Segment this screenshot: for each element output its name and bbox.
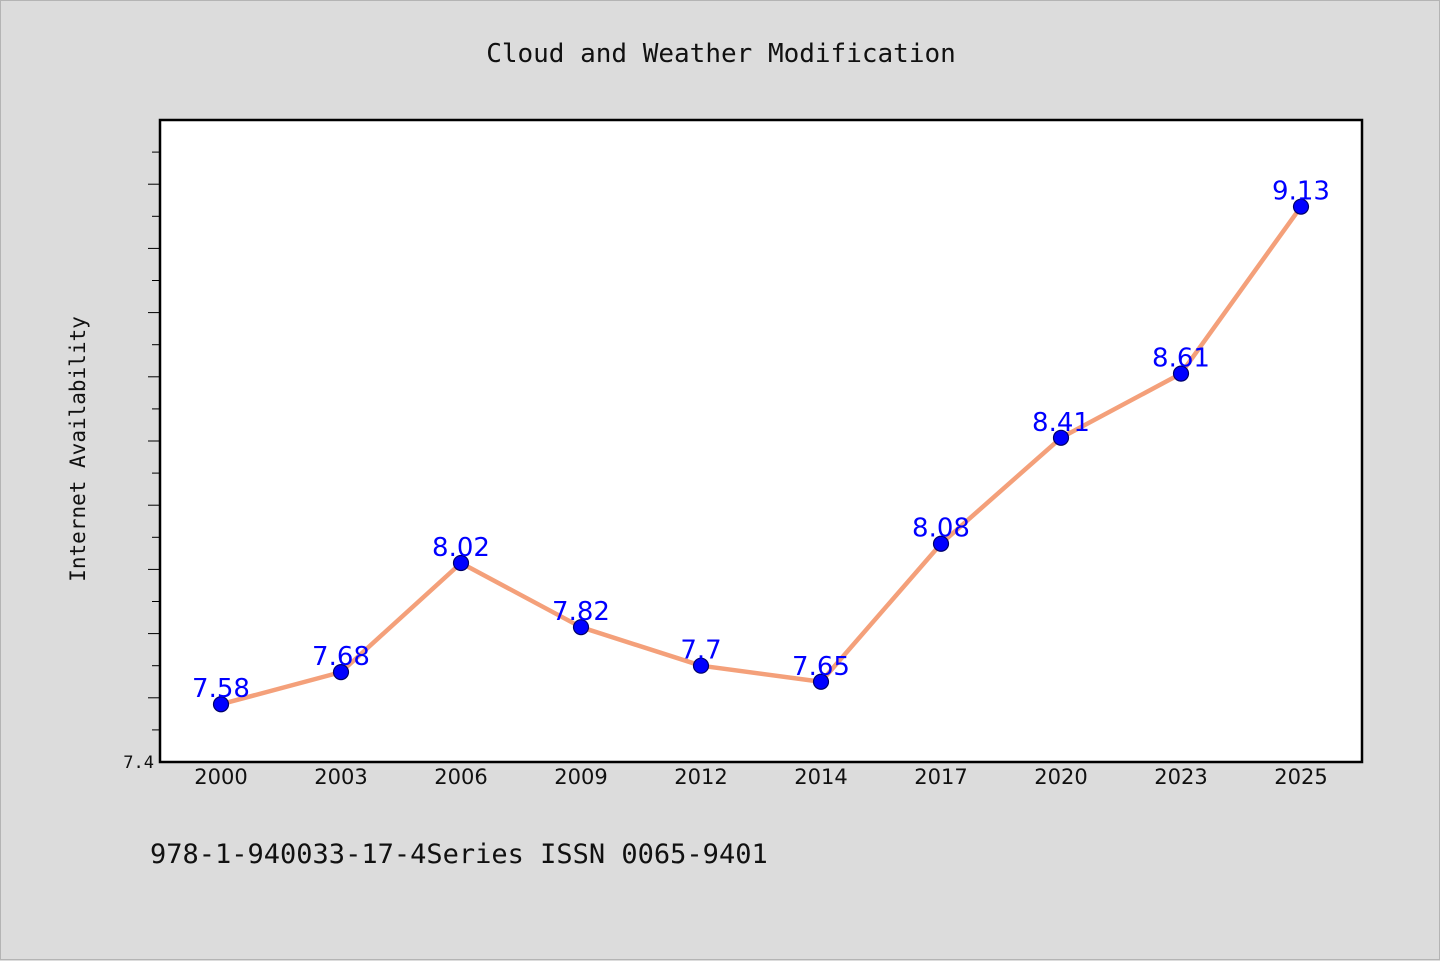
data-point <box>812 673 830 690</box>
x-tick-label: 2003 <box>314 765 367 789</box>
data-point <box>932 535 950 552</box>
y-axis-ticks: 7.4 <box>123 151 160 773</box>
x-tick-label: 2020 <box>1034 765 1087 789</box>
data-label: 9.13 <box>1272 177 1330 207</box>
data-label: 8.02 <box>432 533 490 563</box>
data-point <box>692 657 710 674</box>
data-label: 7.58 <box>192 674 250 704</box>
y-tick-label: 7.4 <box>123 753 154 773</box>
x-axis-ticks: 2000 2003 2006 2009 2012 2014 2017 2020 2023 2025 <box>194 765 1327 789</box>
y-axis-label: Internet Availability <box>66 316 90 582</box>
x-tick-label: 2009 <box>554 765 607 789</box>
series-line <box>218 204 1304 707</box>
x-tick-label: 2023 <box>1154 765 1207 789</box>
footer-note: 978-1-940033-17-4Series ISSN 0065-9401 <box>150 839 768 870</box>
data-point <box>452 554 470 572</box>
x-tick-label: 2017 <box>914 765 967 789</box>
data-point <box>1052 429 1070 446</box>
data-point <box>212 696 230 713</box>
series-layer: 7.58 7.68 8.02 7.82 7.7 7.65 8.08 8.41 8.61 9.13 <box>192 177 1330 713</box>
x-tick-label: 2006 <box>434 765 487 789</box>
data-label: 7.65 <box>792 652 850 682</box>
x-tick-label: 2014 <box>794 765 847 789</box>
data-label: 8.41 <box>1032 408 1090 438</box>
data-point <box>1292 198 1310 215</box>
data-point <box>1172 365 1190 382</box>
data-label: 7.82 <box>552 597 610 627</box>
data-point <box>572 619 590 636</box>
x-tick-label: 2012 <box>674 765 727 789</box>
data-label: 8.61 <box>1152 344 1210 374</box>
data-label: 7.7 <box>680 636 721 666</box>
x-tick-label: 2000 <box>194 765 247 789</box>
data-label: 7.68 <box>312 642 370 672</box>
chart-title: Cloud and Weather Modification <box>486 39 956 69</box>
data-label: 8.08 <box>912 514 970 544</box>
x-tick-label: 2025 <box>1274 765 1327 789</box>
data-point <box>332 664 350 681</box>
